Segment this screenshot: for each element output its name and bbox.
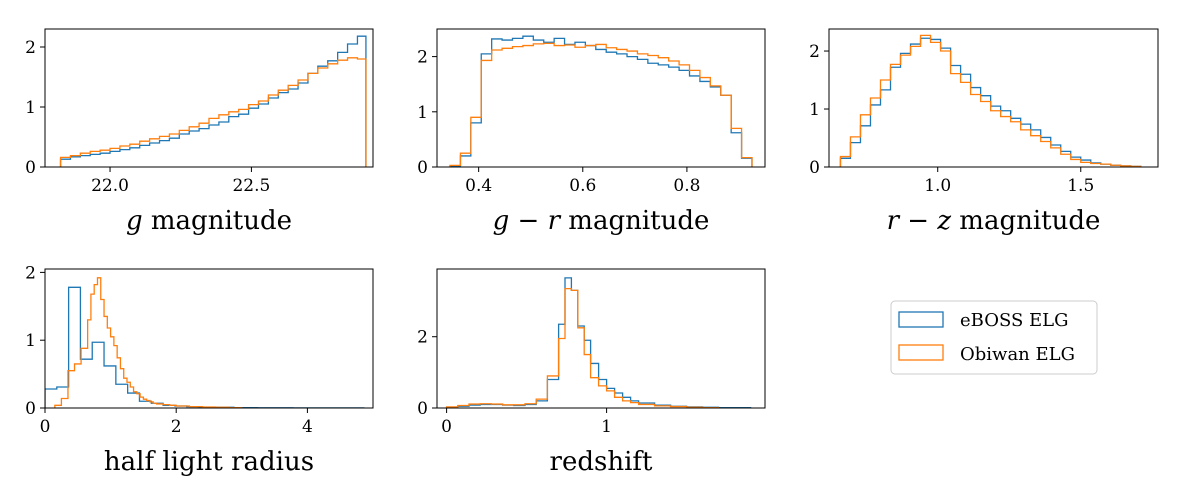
x-tick-label: 0.8 [673,176,700,196]
x-tick-label: 4 [302,417,313,437]
x-axis-label: r − z magnitude [887,206,1101,236]
y-tick-label: 1 [25,98,36,118]
legend-swatch-obiwan [898,344,944,361]
panel-r-z: 1.0 1.5 0 1 2 r − z magnitude [809,28,1159,236]
y-tick-label: 2 [25,263,36,283]
axes-frame [436,28,766,168]
x-tick-label: 2 [171,417,182,437]
legend-label-eboss: eBOSS ELG [960,310,1069,331]
y-tick-label: 2 [809,42,820,62]
x-axis-label: redshift [550,447,653,477]
x-axis-label: g − r magnitude [493,206,710,236]
y-tick-label: 1 [809,100,820,120]
y-tick-label: 0 [417,158,428,178]
panel-half-light: 0 2 4 0 1 2 half light radius [25,263,374,477]
x-tick-label: 1.5 [1067,176,1094,196]
x-axis-label: g magnitude [126,206,292,236]
y-tick-label: 2 [25,38,36,58]
y-tick-label: 0 [809,158,820,178]
axes-frame [44,268,374,409]
series-eboss-g-r [449,35,753,167]
axes-frame [44,28,374,168]
x-tick-label: 22.5 [232,176,270,196]
series-obiwan-g-r [449,42,753,167]
y-tick-label: 1 [25,331,36,351]
x-tick-label: 0 [40,417,51,437]
x-tick-label: 0.6 [569,176,596,196]
x-tick-label: 0.4 [465,176,492,196]
x-tick-label: 1 [601,417,612,437]
series-obiwan-r-z [839,34,1142,167]
y-tick-label: 0 [417,399,428,419]
y-tick-label: 0 [25,399,36,419]
x-tick-label: 0 [441,417,452,437]
panel-redshift: 0 1 0 2 redshift [417,268,766,477]
y-tick-label: 1 [417,103,428,123]
legend: eBOSS ELG Obiwan ELG [890,300,1098,375]
series-obiwan-half-light [54,277,243,408]
y-tick-label: 0 [25,158,36,178]
legend-label-obiwan: Obiwan ELG [960,344,1075,365]
y-tick-label: 2 [417,328,428,348]
panel-g-mag: 22.0 22.5 0 1 2 g magnitude [25,28,374,236]
x-tick-label: 1.0 [924,176,951,196]
legend-swatch-eboss [898,311,944,328]
axes-frame [828,28,1159,168]
series-obiwan-redshift [445,287,720,408]
x-tick-label: 22.0 [91,176,129,196]
x-axis-label: half light radius [104,447,314,477]
axes-frame [436,268,766,409]
panel-g-r: 0.4 0.6 0.8 0 1 2 g − r magnitude [417,28,766,236]
y-tick-label: 2 [417,48,428,68]
series-obiwan-g-mag [59,57,367,167]
